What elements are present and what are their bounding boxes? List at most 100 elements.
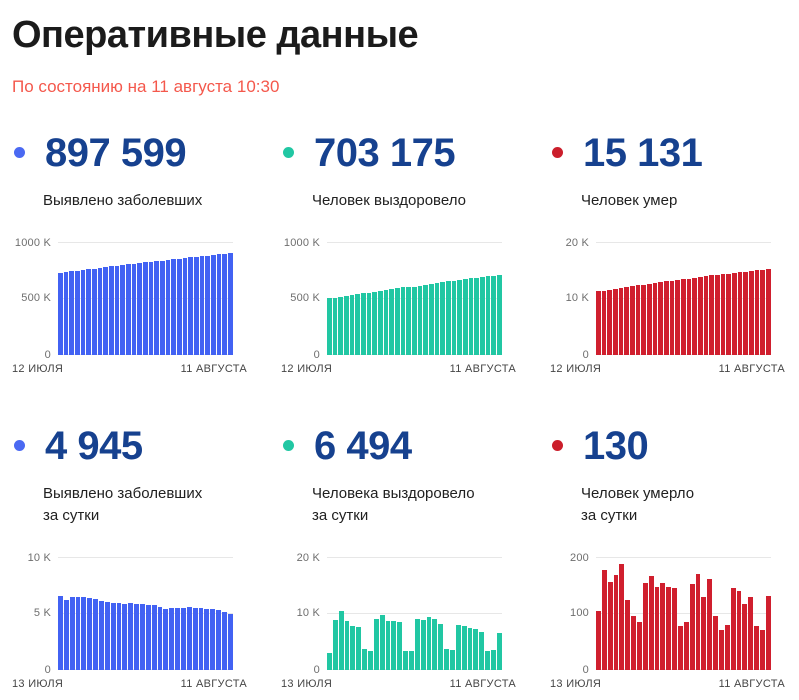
page-title: Оперативные данные — [12, 14, 419, 56]
bar — [389, 289, 395, 355]
y-axis: 1000 K 500 K 0 — [281, 237, 327, 361]
bar — [450, 650, 455, 670]
bar — [332, 619, 338, 670]
bar — [137, 263, 143, 355]
bar — [75, 597, 81, 670]
bar — [169, 607, 175, 670]
bar — [432, 619, 438, 670]
bar — [736, 591, 742, 670]
bar — [720, 274, 726, 355]
bar — [338, 297, 344, 355]
bar — [86, 269, 92, 355]
bar — [69, 597, 75, 670]
x-tick-end: 11 АВГУСТА — [718, 677, 785, 690]
y-axis: 10 K 5 K 0 — [12, 552, 58, 676]
gridline-baseline — [58, 668, 233, 670]
bullet-icon — [14, 147, 25, 159]
bar — [709, 275, 715, 355]
bar — [446, 281, 451, 355]
bar — [194, 256, 199, 355]
stat-row: 4 945 — [12, 423, 247, 469]
stat-label-line1: Человек умер — [581, 191, 678, 209]
bar — [192, 607, 198, 670]
x-tick-start: 13 ИЮЛЯ — [550, 677, 602, 690]
stat-row: 130 — [550, 423, 785, 469]
bar — [160, 260, 165, 355]
plot-area — [596, 241, 771, 355]
bar — [726, 274, 732, 355]
y-tick-mid: 10 K — [296, 607, 320, 620]
y-tick-max: 200 — [570, 551, 589, 564]
bar — [349, 294, 355, 355]
bar — [440, 281, 446, 355]
y-axis: 20 K 10 K 0 — [281, 552, 327, 676]
bar — [379, 614, 385, 670]
bar — [403, 651, 409, 670]
bar — [356, 627, 362, 670]
x-axis: 13 ИЮЛЯ 11 АВГУСТА — [12, 678, 247, 690]
bar — [468, 278, 474, 355]
bar — [631, 616, 637, 670]
bar — [148, 261, 154, 355]
bar — [618, 287, 624, 355]
bar — [730, 588, 736, 670]
bar — [451, 280, 457, 355]
bar — [703, 276, 709, 355]
bar — [362, 649, 368, 670]
bar — [692, 278, 698, 355]
x-axis: 12 ИЮЛЯ 11 АВГУСТА — [281, 363, 516, 375]
bar — [327, 298, 332, 355]
stat-label-line1: Человека выздоровело — [312, 484, 475, 502]
bar — [473, 628, 479, 670]
bar — [366, 292, 372, 355]
stat-row: 897 599 — [12, 130, 247, 176]
bar — [491, 650, 496, 670]
bar — [109, 266, 114, 355]
x-axis: 13 ИЮЛЯ 11 АВГУСТА — [550, 678, 785, 690]
bar — [613, 574, 619, 670]
stat-label-line1: Человек выздоровело — [312, 191, 466, 209]
bar — [485, 650, 491, 670]
bar — [625, 600, 631, 670]
bar — [409, 651, 414, 670]
bar — [689, 584, 695, 670]
stat-label-line2: за сутки — [581, 506, 638, 524]
bar — [635, 285, 641, 355]
bar — [80, 269, 86, 355]
bar — [648, 575, 654, 670]
stat-label-line2: за сутки — [312, 506, 369, 524]
bar — [97, 267, 103, 355]
bar — [216, 254, 222, 355]
bar — [444, 649, 450, 670]
bar — [724, 625, 730, 670]
y-tick-zero: 0 — [44, 663, 51, 676]
bar — [766, 269, 771, 355]
bar — [681, 279, 686, 355]
bars — [596, 557, 771, 670]
bars — [596, 242, 771, 355]
y-tick-max: 20 K — [296, 551, 320, 564]
y-tick-max: 20 K — [565, 236, 589, 249]
stat-label: Выявлено заболевших за сутки — [43, 483, 247, 527]
stat-label: Человек умерло за сутки — [581, 483, 785, 527]
stat-value: 897 599 — [45, 130, 187, 175]
bar — [81, 597, 87, 670]
stat-card-confirmed-total: 897 599 Выявлено заболевших 1000 K 500 K… — [12, 130, 247, 375]
bar — [695, 574, 701, 670]
bar — [128, 603, 134, 670]
stat-value: 6 494 — [314, 423, 412, 468]
stat-row: 6 494 — [281, 423, 516, 469]
bar — [414, 619, 420, 670]
bar — [698, 277, 703, 355]
gridline-top — [596, 556, 771, 558]
bar — [338, 611, 344, 670]
bar — [103, 267, 109, 355]
bar — [199, 256, 205, 355]
gridline-baseline — [327, 668, 502, 670]
bar — [491, 275, 497, 355]
bar — [175, 607, 181, 670]
y-tick-mid: 500 K — [21, 292, 51, 305]
bar — [474, 277, 480, 355]
y-tick-mid: 5 K — [33, 607, 51, 620]
bar — [732, 273, 737, 355]
